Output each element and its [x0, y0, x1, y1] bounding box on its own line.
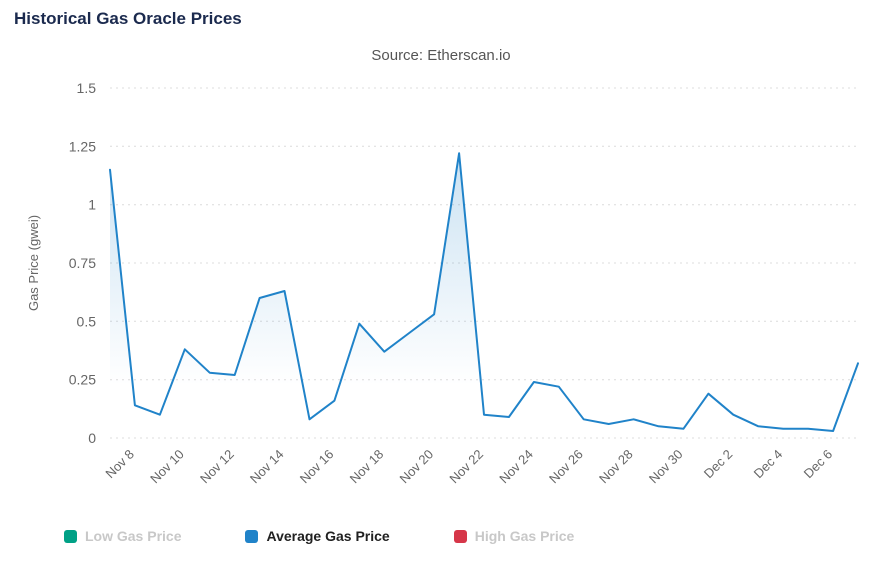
- chart-subtitle: Source: Etherscan.io: [371, 47, 511, 64]
- x-tick-label: Nov 16: [297, 447, 337, 487]
- series-area: [110, 153, 858, 439]
- legend: Low Gas Price Average Gas Price High Gas P…: [64, 521, 638, 551]
- legend-item-low-gas-price[interactable]: Low Gas Price: [64, 528, 181, 544]
- series-line: [109, 152, 859, 432]
- legend-label-low-gas-price: Low Gas Price: [85, 528, 182, 544]
- x-tick-label: Nov 12: [197, 447, 237, 487]
- x-tick-label: Nov 26: [546, 447, 586, 487]
- x-tick-label: Nov 10: [147, 447, 187, 487]
- x-tick-label: Nov 18: [347, 447, 387, 487]
- y-tick-label: 0.75: [69, 255, 96, 271]
- chart-title: Historical Gas Oracle Prices: [14, 9, 242, 28]
- x-tick-label: Nov 20: [396, 447, 436, 487]
- x-tick-label: Dec 6: [801, 447, 836, 482]
- x-tick-label: Nov 30: [646, 447, 686, 487]
- legend-item-high-gas-price[interactable]: High Gas Price: [453, 528, 575, 544]
- y-tick-label: 0.25: [69, 372, 96, 388]
- legend-label-high-gas-price: High Gas Price: [474, 528, 575, 544]
- y-tick-label: 0.5: [77, 313, 97, 329]
- legend-label-average-gas-price: Average Gas Price: [266, 528, 390, 544]
- legend-marker-high-gas-price: [453, 529, 467, 543]
- y-tick-label: 0: [88, 430, 96, 446]
- legend-item-average-gas-price[interactable]: Average Gas Price: [245, 528, 390, 544]
- x-tick-label: Nov 8: [102, 447, 137, 482]
- y-tick-label: 1.5: [77, 80, 97, 96]
- y-tick-label: 1.25: [69, 138, 96, 154]
- x-tick-label: Nov 14: [247, 447, 287, 487]
- y-axis-title: Gas Price (gwei): [26, 215, 41, 311]
- x-tick-label: Dec 2: [701, 447, 736, 482]
- x-tick-label: Nov 22: [446, 447, 486, 487]
- x-tick-label: Dec 4: [751, 447, 786, 482]
- legend-marker-low-gas-price: [64, 529, 77, 543]
- y-tick-label: 1: [88, 197, 96, 213]
- legend-marker-average-gas-price: [245, 529, 259, 543]
- x-tick-label: Nov 28: [596, 447, 636, 487]
- x-tick-label: Nov 24: [496, 447, 536, 487]
